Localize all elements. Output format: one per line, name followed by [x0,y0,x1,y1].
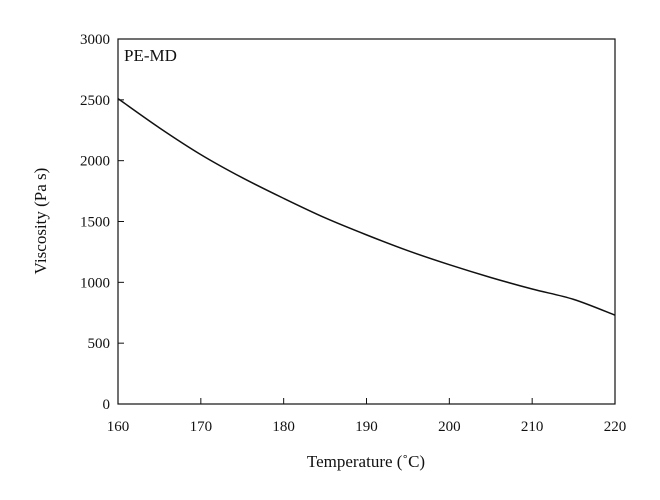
panel-annotation: PE-MD [124,46,177,65]
x-tick-label: 160 [107,419,130,435]
y-tick-label: 0 [103,397,111,413]
y-tick-label: 1500 [80,215,110,231]
x-axis-title: Temperature (˚C) [307,452,425,471]
viscosity-curve [117,98,616,316]
y-tick-label: 2500 [80,93,110,109]
x-tick-label: 220 [604,419,627,435]
y-tick-label: 500 [88,336,111,352]
y-axis-ticks: 0 500 1000 1500 2000 2500 3000 [80,32,124,413]
x-axis-ticks: 160 170 180 190 200 210 220 [107,398,627,435]
x-tick-label: 170 [190,419,213,435]
y-axis-title: Viscosity (Pa s) [31,168,50,275]
y-tick-label: 1000 [80,275,110,291]
x-tick-label: 180 [272,419,295,435]
plot-area-frame [117,38,616,405]
x-tick-label: 190 [355,419,378,435]
x-tick-label: 210 [521,419,544,435]
y-tick-label: 3000 [80,32,110,48]
x-tick-label: 200 [438,419,461,435]
y-tick-label: 2000 [80,154,110,170]
